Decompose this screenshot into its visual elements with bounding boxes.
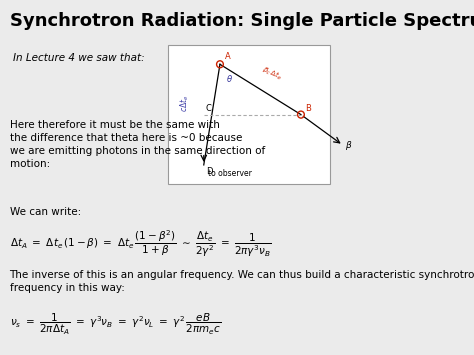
Text: Synchrotron Radiation: Single Particle Spectrum: Synchrotron Radiation: Single Particle S… — [9, 11, 474, 29]
Text: $\theta$: $\theta$ — [226, 73, 233, 84]
Text: $\Delta t_A \ = \ \Delta t_e\,(1-\beta) \ = \ \Delta t_e\,\dfrac{(1-\beta^2)}{1+: $\Delta t_A \ = \ \Delta t_e\,(1-\beta) … — [9, 228, 271, 259]
Text: We can write:: We can write: — [9, 207, 81, 217]
Text: $\beta$: $\beta$ — [345, 139, 352, 152]
Text: In Lecture 4 we saw that:: In Lecture 4 we saw that: — [13, 54, 145, 64]
Text: D: D — [207, 166, 213, 176]
FancyBboxPatch shape — [168, 45, 330, 185]
Text: $\beta_c\,\Delta t_e$: $\beta_c\,\Delta t_e$ — [260, 64, 283, 82]
Text: The inverse of this is an angular frequency. We can thus build a characteristic : The inverse of this is an angular freque… — [9, 270, 474, 293]
Text: Here therefore it must be the same with
the difference that theta here is ~0 bec: Here therefore it must be the same with … — [9, 120, 265, 169]
Text: B: B — [305, 104, 311, 113]
Text: A: A — [225, 53, 231, 61]
Text: to observer: to observer — [208, 169, 252, 178]
Text: $\nu_s \ = \ \dfrac{1}{2\pi\Delta t_A} \ = \ \gamma^3\nu_B \ = \ \gamma^2\nu_L \: $\nu_s \ = \ \dfrac{1}{2\pi\Delta t_A} \… — [9, 312, 221, 337]
Text: C: C — [205, 104, 211, 113]
Text: $c\Delta t_e$: $c\Delta t_e$ — [178, 95, 191, 112]
